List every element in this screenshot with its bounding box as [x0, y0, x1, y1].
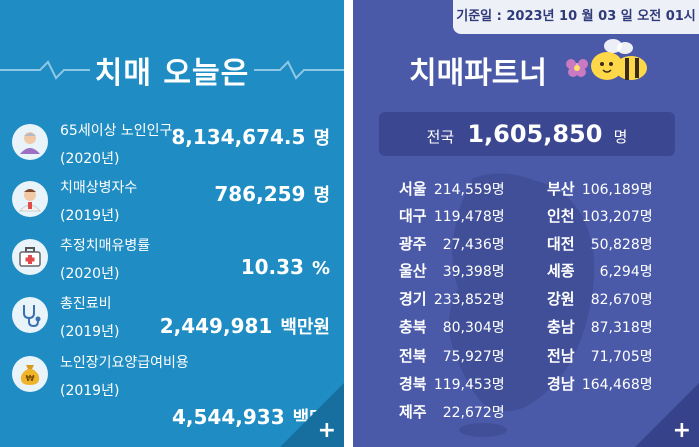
dementia-partner-more-button[interactable]: + [635, 383, 699, 447]
national-total-label: 전국 [426, 128, 455, 146]
national-total-box: 전국 1,605,850 명 [379, 112, 675, 156]
stat-value: 8,134,674.5 명 [171, 125, 330, 149]
stat-year: (2019년) [60, 208, 120, 224]
korea-map-icon [449, 173, 595, 437]
region-gyeongnam[interactable]: 경남 164,468명 [547, 375, 653, 393]
region-gyeongbuk[interactable]: 경북 119,453명 [399, 375, 505, 393]
svg-text:₩: ₩ [26, 374, 35, 383]
region-jeju[interactable]: 제주 22,672명 [399, 403, 505, 421]
stat-label: 총진료비 [60, 296, 112, 312]
region-jeonnam[interactable]: 전남 71,705명 [547, 347, 653, 365]
national-total-value: 1,605,850 [467, 120, 603, 148]
dementia-partner-title: 치매파트너 [409, 56, 547, 91]
money-bag-icon: ₩ [12, 356, 48, 392]
region-seoul[interactable]: 서울 214,559명 [399, 180, 505, 198]
stat-value: 786,259 명 [214, 182, 330, 206]
region-daejeon[interactable]: 대전 50,828명 [547, 235, 653, 253]
bee-mascot-icon [566, 39, 647, 80]
plus-icon: + [672, 418, 691, 443]
region-busan[interactable]: 부산 106,189명 [547, 180, 653, 198]
heartbeat-line-icon [0, 60, 344, 80]
stat-value: 2,449,981 백만원 [159, 314, 330, 338]
stat-year: (2019년) [60, 324, 120, 340]
region-chungbuk[interactable]: 충북 80,304명 [399, 318, 505, 336]
stat-label: 65세이상 노인인구 [60, 123, 173, 139]
stat-label: 추정치매유병률 [60, 238, 151, 254]
dementia-today-more-button[interactable]: + [280, 383, 344, 447]
national-total-unit: 명 [613, 128, 628, 146]
plus-icon: + [317, 418, 336, 443]
stat-long-term-care-cost[interactable]: ₩ 노인장기요양급여비용 (2019년) [10, 352, 340, 408]
stat-total-medical-cost[interactable]: 총진료비 (2019년) 2,449,981 백만원 [10, 293, 340, 349]
stat-elderly-population[interactable]: 65세이상 노인인구 (2020년) 8,134,674.5 명 [10, 120, 340, 176]
region-sejong[interactable]: 세종 6,294명 [547, 262, 653, 280]
stat-label: 노인장기요양급여비용 [60, 355, 189, 371]
stat-value: 10.33% [240, 255, 330, 279]
reference-date-label: 기준일 : 2023년 10 월 03 일 오전 01시 [453, 0, 699, 34]
stat-year: (2019년) [60, 383, 120, 399]
region-jeonbuk[interactable]: 전북 75,927명 [399, 347, 505, 365]
patient-icon [12, 181, 48, 217]
region-daegu[interactable]: 대구 119,478명 [399, 207, 505, 225]
stat-prevalence-rate[interactable]: 추정치매유병률 (2020년) 10.33% [10, 235, 340, 291]
region-gangwon[interactable]: 강원 82,670명 [547, 290, 653, 308]
stat-dementia-patients[interactable]: 치매상병자수 (2019년) 786,259 명 [10, 177, 340, 233]
stat-year: (2020년) [60, 266, 120, 282]
dementia-today-panel: 치매 오늘은 65세이상 노인인구 (2020년) 8,134,674.5 명 치… [0, 0, 344, 447]
region-gyeonggi[interactable]: 경기 233,852명 [399, 290, 505, 308]
dementia-today-header: 치매 오늘은 [0, 40, 344, 96]
region-ulsan[interactable]: 울산 39,398명 [399, 262, 505, 280]
dementia-today-title: 치매 오늘은 [94, 56, 250, 91]
region-incheon[interactable]: 인천 103,207명 [547, 207, 653, 225]
stethoscope-icon [12, 297, 48, 333]
elderly-person-icon [12, 124, 48, 160]
stat-year: (2020년) [60, 151, 120, 167]
stat-label: 치매상병자수 [60, 180, 138, 196]
region-gwangju[interactable]: 광주 27,436명 [399, 235, 505, 253]
region-chungnam[interactable]: 충남 87,318명 [547, 318, 653, 336]
medical-kit-icon [12, 239, 48, 275]
dementia-partner-panel: 기준일 : 2023년 10 월 03 일 오전 01시 치매파트너 전국 1,… [353, 0, 699, 447]
